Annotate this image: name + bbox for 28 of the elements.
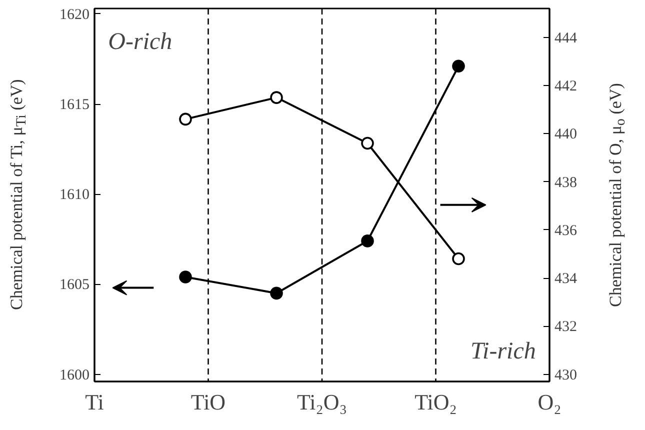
y2-tick-label: 440 [554,126,577,143]
annotation: O-rich [108,29,172,56]
y2-tick-label: 444 [554,30,578,46]
y-tick-label: 1600 [60,367,90,384]
y2-tick-label: 436 [554,222,578,239]
point [270,91,283,104]
point [270,286,283,300]
point [452,252,465,266]
point [179,270,192,284]
y2-tick-label: 432 [554,319,577,336]
point [361,234,374,248]
y-tick-label: 1615 [60,97,90,113]
y-tick-label: 1610 [60,187,90,204]
y2-tick-label: 430 [554,367,577,384]
text: TiO [190,390,226,414]
y-tick-label: 1605 [60,277,90,294]
y2-tick-label: 438 [554,174,577,191]
text: Ti [85,390,104,414]
point [361,136,374,150]
point [179,112,192,126]
annotation: Ti-rich [470,338,536,365]
text: O₂ [538,390,562,414]
y2-tick-label: 434 [554,271,578,288]
point [452,60,465,73]
y2-tick-label: 442 [554,78,577,95]
text: Ti₂O₃ [297,390,348,414]
y-tick-label: 1620 [60,6,90,23]
text: TiO₂ [414,390,457,414]
